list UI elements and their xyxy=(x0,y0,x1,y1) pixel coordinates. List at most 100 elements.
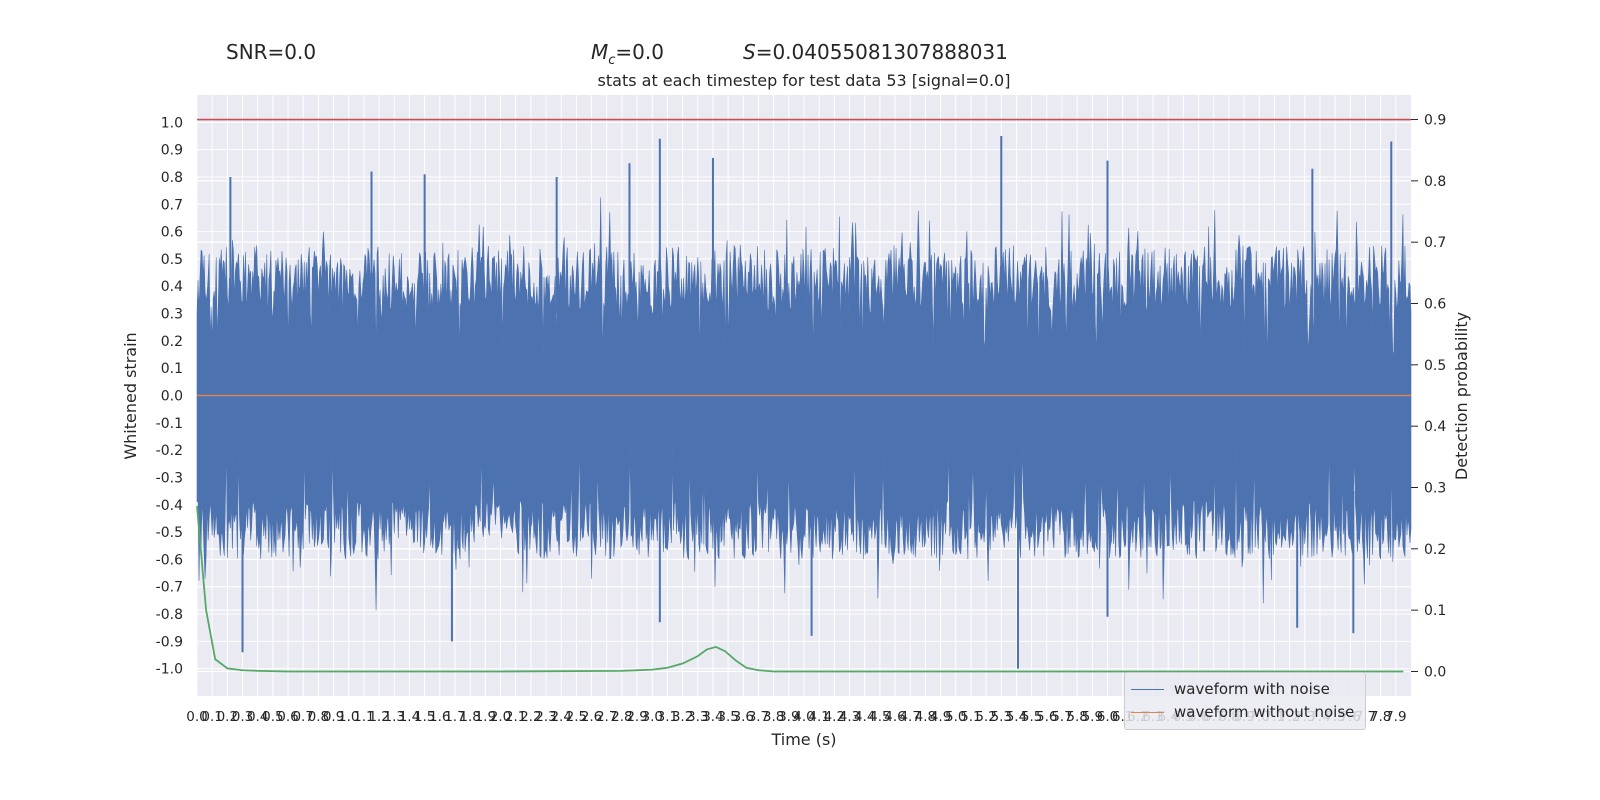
chart-title: stats at each timestep for test data 53 … xyxy=(598,71,1011,90)
chirp-mass-value: =0.0 xyxy=(615,40,664,64)
legend-item-clean: waveform without noise xyxy=(1131,701,1354,723)
x-tick-label: 4.4 xyxy=(854,709,875,725)
x-tick-label: 5.1 xyxy=(960,709,981,725)
y2-tick-label: 0.0 xyxy=(1424,664,1446,680)
y-tick-label: -0.1 xyxy=(156,416,183,432)
legend-label: waveform without noise xyxy=(1174,703,1355,721)
x-tick-label: 0.7 xyxy=(292,709,313,725)
x-tick-label: 4.6 xyxy=(884,709,905,725)
x-tick-label: 6.0 xyxy=(1097,709,1118,725)
x-tick-label: 1.3 xyxy=(384,709,405,725)
x-tick-label: 3.2 xyxy=(672,709,693,725)
x-tick-label: 5.8 xyxy=(1066,709,1087,725)
x-tick-label: 0.4 xyxy=(247,709,268,725)
x-tick-label: 5.9 xyxy=(1082,709,1103,725)
y-tick-label: 1.0 xyxy=(161,115,183,131)
x-tick-label: 4.0 xyxy=(793,709,814,725)
x-tick-label: 1.4 xyxy=(399,709,420,725)
x-tick-label: 4.5 xyxy=(869,709,890,725)
y2-tick-label: 0.9 xyxy=(1424,113,1446,129)
x-tick-label: 2.4 xyxy=(550,709,571,725)
x-tick-label: 0.9 xyxy=(323,709,344,725)
legend-item-noise: waveform with noise xyxy=(1131,678,1330,700)
x-tick-label: 3.1 xyxy=(657,709,678,725)
x-tick-label: 3.9 xyxy=(778,709,799,725)
y-tick-label: -0.8 xyxy=(156,607,183,623)
s-stat-value: =0.04055081307888031 xyxy=(755,40,1008,64)
snr-value: SNR=0.0 xyxy=(226,40,317,64)
snr-label: SNR=0.0 xyxy=(226,40,316,64)
y-tick-label: 0.6 xyxy=(161,225,183,241)
x-tick-label: 2.2 xyxy=(520,709,541,725)
y2-tick-label: 0.4 xyxy=(1424,419,1446,435)
x-tick-label: 4.2 xyxy=(824,709,845,725)
y2-tick-label: 0.6 xyxy=(1424,297,1446,313)
y-axis-label: Whitened strain xyxy=(121,332,140,459)
y-tick-label: -0.9 xyxy=(156,634,183,650)
x-tick-label: 2.9 xyxy=(626,709,647,725)
y2-tick-labels: 0.9 0.8 0.7 0.6 0.5 0.4 0.3 0.2 0.1 0.0 xyxy=(1411,113,1446,680)
x-tick-label: 5.6 xyxy=(1036,709,1057,725)
x-tick-label: 2.3 xyxy=(535,709,556,725)
chirp-mass-symbol: M xyxy=(591,40,609,64)
y-tick-label: -0.2 xyxy=(156,443,183,459)
x-tick-label: 5.4 xyxy=(1006,709,1027,725)
x-tick-label: 0.8 xyxy=(308,709,329,725)
x-tick-label: 2.8 xyxy=(611,709,632,725)
x-tick-label: 3.8 xyxy=(763,709,784,725)
y-tick-label: 0.5 xyxy=(161,252,183,268)
y-tick-label: -0.5 xyxy=(156,525,183,541)
y2-tick-label: 0.5 xyxy=(1424,358,1446,374)
y-tick-label: 0.0 xyxy=(161,389,183,405)
x-tick-label: 1.6 xyxy=(429,709,450,725)
x-tick-label: 1.2 xyxy=(368,709,389,725)
legend: waveform with noise waveform without noi… xyxy=(1124,672,1366,730)
x-axis-label: Time (s) xyxy=(770,730,836,749)
x-tick-label: 2.7 xyxy=(596,709,617,725)
y-tick-label: 0.4 xyxy=(161,279,183,295)
x-tick-label: 0.1 xyxy=(201,709,222,725)
y-tick-label: -0.7 xyxy=(156,580,183,596)
x-tick-label: 0.2 xyxy=(217,709,238,725)
x-tick-label: 5.3 xyxy=(991,709,1012,725)
legend-swatch xyxy=(1131,711,1164,713)
x-tick-label: 0.3 xyxy=(232,709,253,725)
chirp-mass-subscript: c xyxy=(608,53,616,68)
chirp-mass-label: Mc=0.0 xyxy=(591,40,664,68)
x-tick-label: 4.3 xyxy=(839,709,860,725)
y2-tick-label: 0.1 xyxy=(1424,603,1446,619)
x-tick-label: 2.0 xyxy=(490,709,511,725)
y-tick-label: -1.0 xyxy=(156,662,183,678)
x-tick-label: 2.5 xyxy=(566,709,587,725)
x-tick-label: 2.1 xyxy=(505,709,526,725)
x-tick-label: 4.7 xyxy=(899,709,920,725)
x-tick-label: 7.9 xyxy=(1385,709,1406,725)
legend-label: waveform with noise xyxy=(1174,680,1330,698)
x-tick-label: 5.7 xyxy=(1051,709,1072,725)
x-tick-label: 0.5 xyxy=(262,709,283,725)
y2-tick-label: 0.7 xyxy=(1424,235,1446,251)
x-tick-label: 1.8 xyxy=(459,709,480,725)
y-tick-label: -0.6 xyxy=(156,552,183,568)
y-tick-label: 0.1 xyxy=(161,361,183,377)
x-tick-label: 1.7 xyxy=(444,709,465,725)
series-waveform-with-noise xyxy=(196,135,1412,669)
y-tick-label: 0.7 xyxy=(161,197,183,213)
x-tick-label: 1.1 xyxy=(353,709,374,725)
x-tick-label: 4.9 xyxy=(930,709,951,725)
x-tick-label: 3.0 xyxy=(642,709,663,725)
x-tick-label: 3.7 xyxy=(748,709,769,725)
x-tick-label: 1.9 xyxy=(475,709,496,725)
x-tick-label: 2.6 xyxy=(581,709,602,725)
s-stat-label: S=0.04055081307888031 xyxy=(743,40,1008,64)
x-tick-label: 3.5 xyxy=(717,709,738,725)
legend-swatch xyxy=(1131,688,1164,690)
x-tick-label: 5.0 xyxy=(945,709,966,725)
series-detection-probability xyxy=(196,505,1404,673)
y-tick-label: 0.3 xyxy=(161,307,183,323)
x-tick-label: 4.1 xyxy=(808,709,829,725)
x-tick-label: 0.6 xyxy=(277,709,298,725)
x-tick-label: 7.8 xyxy=(1370,709,1391,725)
x-tick-label: 3.3 xyxy=(687,709,708,725)
s-stat-symbol: S xyxy=(743,40,756,64)
